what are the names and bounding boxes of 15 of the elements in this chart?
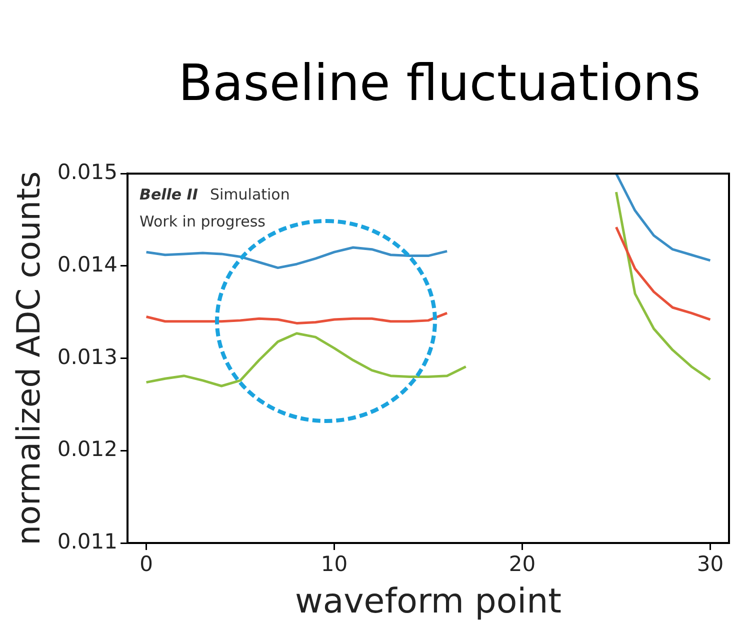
annotation: Belle II [140, 185, 198, 204]
y-tick-label: 0.011 [57, 529, 118, 554]
y-tick-label: 0.015 [57, 160, 118, 184]
x-tick-label: 10 [320, 552, 348, 576]
y-tick-label: 0.012 [57, 437, 118, 462]
y-tick-label: 0.014 [57, 252, 118, 276]
annotation: Work in progress [140, 212, 266, 230]
x-tick-label: 30 [696, 552, 724, 576]
x-tick-label: 20 [508, 552, 536, 576]
annotation: Simulation [210, 185, 290, 204]
x-tick-label: 0 [140, 552, 153, 576]
y-tick-label: 0.013 [57, 344, 118, 369]
chart-title: Baseline fluctuations [177, 53, 702, 114]
x-axis-title: waveform point [295, 581, 562, 622]
y-axis-title: normalized ADC counts [10, 171, 48, 546]
